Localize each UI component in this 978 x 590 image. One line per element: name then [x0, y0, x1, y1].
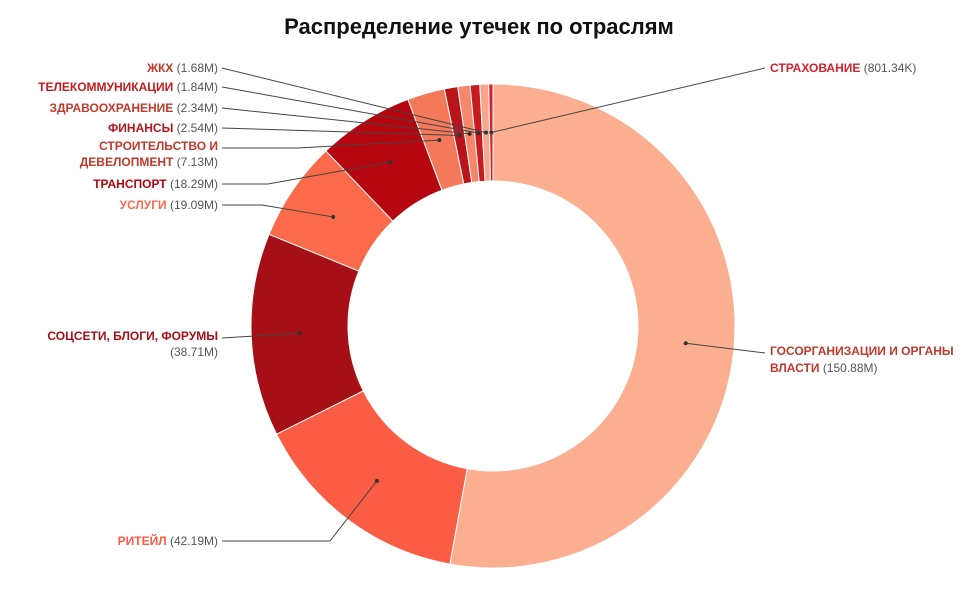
leader-line-5: [222, 139, 440, 149]
leader-line-0: [685, 342, 766, 354]
leader-dot-5: [437, 138, 442, 143]
slice-label-9: ЖКХ (1.68M): [146, 61, 218, 75]
leader-line-3: [222, 204, 334, 218]
slice-labels-group: ГОСОРГАНИЗАЦИИ И ОРГАНЫ ВЛАСТИ (150.88M) Р…: [38, 61, 954, 548]
leader-dot-2: [297, 331, 302, 336]
leader-dot-9: [484, 130, 489, 135]
leader-line-8: [221, 86, 479, 134]
leader-lines-group: [221, 67, 766, 542]
leader-line-2: [221, 332, 300, 339]
leader-line-4: [222, 161, 391, 185]
chart-title: Распределение утечек по отраслям: [284, 14, 674, 39]
slice-label-3: УСЛУГИ (19.09M): [119, 198, 218, 212]
slice-label-10: СТРАХОВАНИЕ (801.34K): [770, 61, 916, 75]
slice-label-4: ТРАНСПОРТ (18.29M): [93, 177, 218, 191]
leader-line-1: [222, 480, 378, 542]
slice-label-0: ГОСОРГАНИЗАЦИИ И ОРГАНЫ ВЛАСТИ (150.88M): [770, 344, 954, 375]
slice-label-8: ТЕЛЕКОММУНИКАЦИИ (1.84M): [38, 80, 218, 94]
leader-line-7: [221, 107, 470, 135]
leader-dot-0: [683, 341, 688, 346]
slice-0[interactable]: [449, 83, 736, 569]
leader-dot-4: [388, 160, 393, 165]
leader-dot-10: [489, 130, 494, 135]
slice-label-6: ФИНАНСЫ (2.54M): [108, 121, 218, 135]
leader-line-6: [221, 127, 460, 136]
leader-dot-3: [331, 214, 336, 219]
slices-group: [250, 83, 736, 569]
leader-dot-1: [374, 478, 379, 483]
slice-label-7: ЗДРАВООХРАНЕНИЕ (2.34M): [49, 101, 218, 115]
leader-dot-8: [476, 131, 481, 136]
slice-label-2: СОЦСЕТИ, БЛОГИ, ФОРУМЫ (38.71M): [47, 329, 218, 359]
slice-label-1: РИТЕЙЛ (42.19M): [118, 533, 218, 548]
leader-dot-7: [467, 131, 472, 136]
leader-dot-6: [457, 133, 462, 138]
leader-line-10: [491, 67, 766, 133]
slice-label-5: СТРОИТЕЛЬСТВО И ДЕВЕЛОПМЕНТ (7.13M): [80, 139, 218, 169]
leader-line-9: [221, 67, 487, 134]
